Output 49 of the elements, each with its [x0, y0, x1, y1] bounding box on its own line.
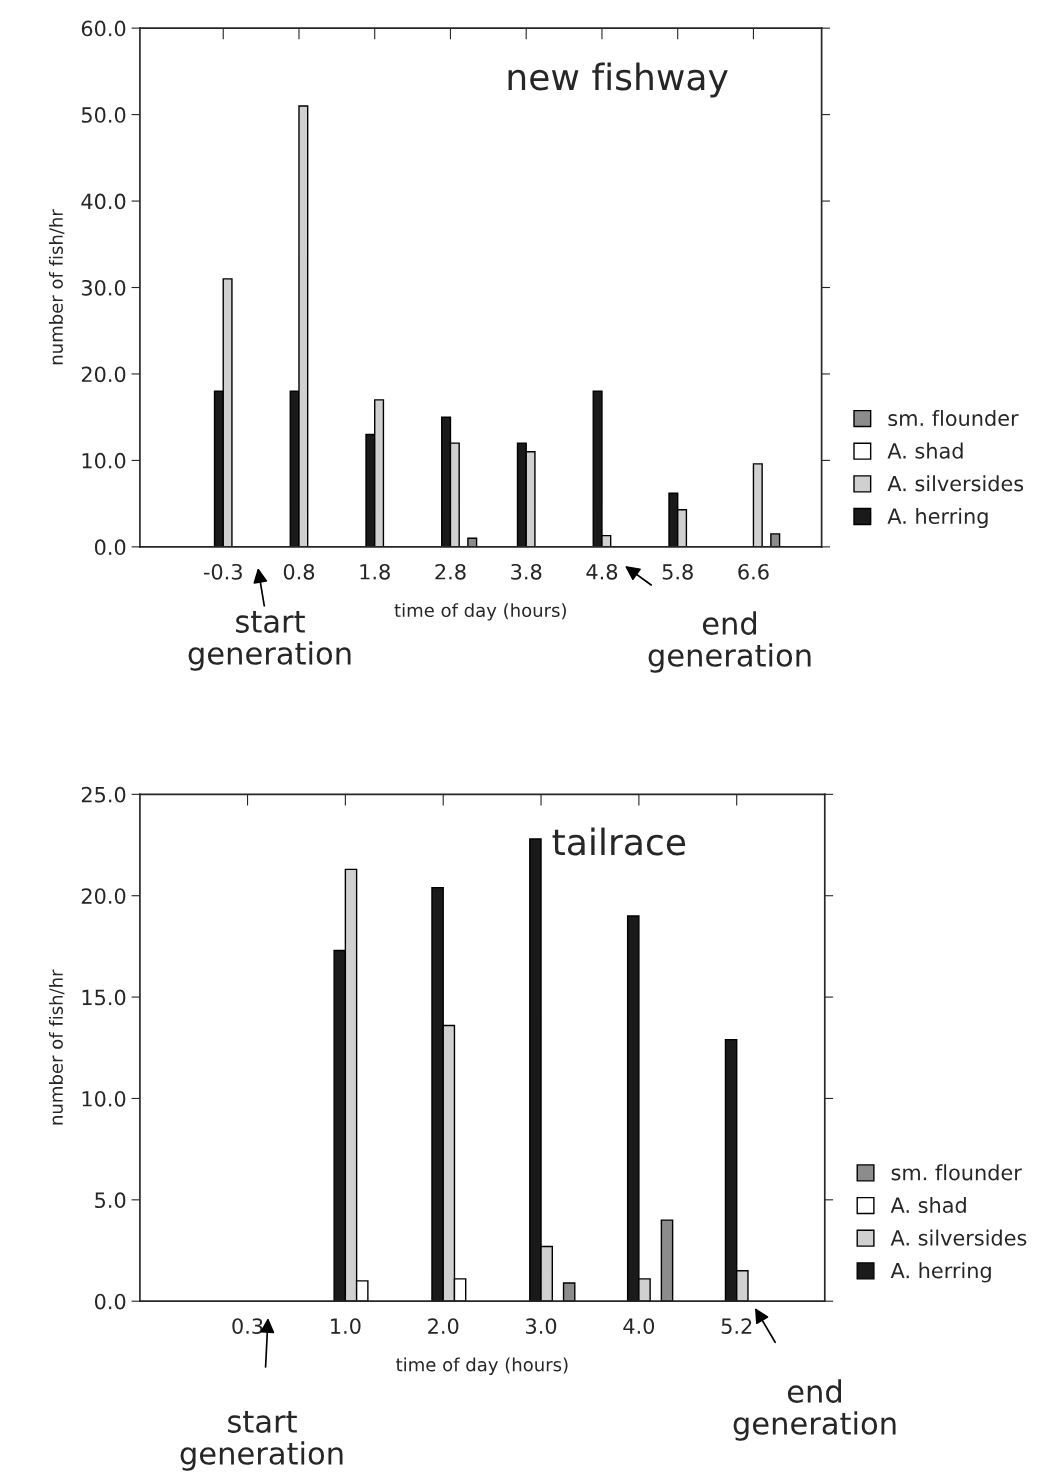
y-tick-label: 20.0	[81, 888, 126, 904]
x-tick-label: 2.8	[435, 563, 466, 580]
x-axis-title: time of day (hours)	[396, 1357, 568, 1375]
y-tick-label: 0.0	[94, 1293, 126, 1310]
text: end generation	[733, 1379, 896, 1441]
bar	[660, 1219, 674, 1302]
x-tick-label: 2.0	[428, 1318, 459, 1334]
x-tick-label: 3.0	[526, 1318, 557, 1334]
x-tick-label: 0.3	[232, 1318, 263, 1334]
legend-label: A. silversides	[890, 1229, 1027, 1246]
text: end generation	[648, 611, 811, 673]
y-tick-label: 15.0	[82, 989, 126, 1006]
y-tick-label: 60.0	[81, 20, 126, 37]
legend-label: A. shad	[887, 442, 963, 459]
legend-label: sm. flounder	[888, 409, 1019, 427]
x-tick-label: 1.0	[331, 1318, 361, 1334]
y-tick-label: 40.0	[81, 193, 126, 210]
x-tick-label: 6.6	[738, 563, 769, 580]
legend-label: A. shad	[890, 1196, 966, 1214]
legend-label: A. herring	[887, 507, 988, 529]
x-tick-label: 3.8	[511, 563, 542, 580]
text: new fishway	[508, 62, 728, 98]
x-tick-label: 4.8	[586, 563, 618, 580]
legend-label: A. silversides	[887, 475, 1024, 492]
y-axis-title: number of fish/hr	[48, 969, 65, 1125]
x-tick-label: -0.3	[203, 563, 242, 580]
x-tick-label: 0.8	[283, 563, 315, 580]
text: start generation	[180, 1411, 343, 1471]
y-tick-label: 25.0	[81, 786, 126, 803]
x-tick-label: 5.2	[721, 1318, 752, 1334]
x-tick-label: 4.0	[623, 1318, 655, 1334]
legend-label: A. herring	[890, 1262, 991, 1283]
y-tick-label: 0.0	[94, 539, 126, 556]
y-axis-title: number of fish/hr	[48, 209, 65, 365]
text: start generation	[188, 611, 351, 671]
bar	[770, 533, 781, 547]
bar	[562, 1282, 576, 1302]
y-tick-label: 20.0	[81, 366, 126, 383]
x-tick-label: 5.8	[662, 563, 693, 580]
y-tick-label: 10.0	[82, 452, 126, 469]
bar	[752, 463, 763, 547]
y-tick-label: 10.0	[82, 1090, 126, 1107]
text: tailrace	[552, 827, 686, 856]
x-axis-title: time of day (hours)	[394, 603, 566, 621]
y-tick-label: 5.0	[95, 1192, 126, 1209]
y-tick-label: 30.0	[81, 279, 126, 296]
y-tick-label: 50.0	[81, 107, 126, 123]
x-tick-label: 1.8	[360, 563, 390, 580]
legend-label: sm. flounder	[891, 1164, 1022, 1181]
